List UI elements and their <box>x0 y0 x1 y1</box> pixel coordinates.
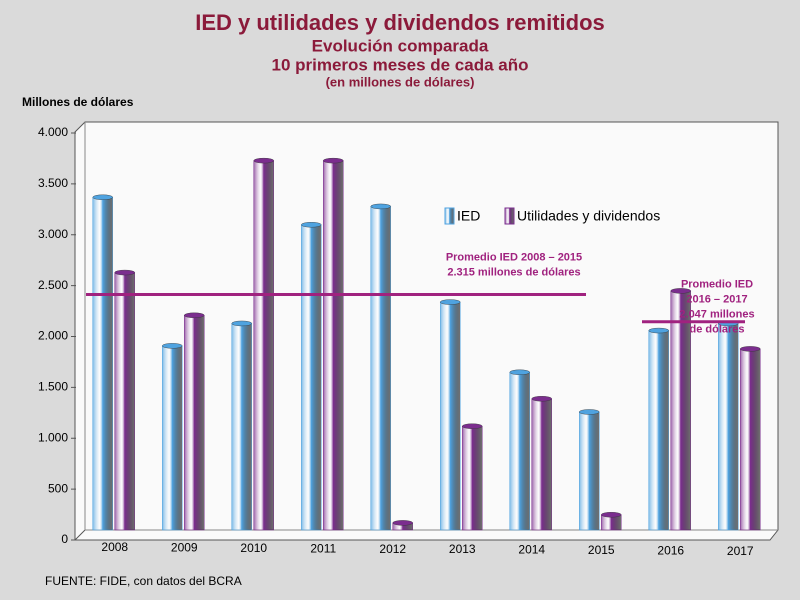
x-tick-label: 2017 <box>727 544 754 558</box>
bar <box>301 224 322 531</box>
bar-top <box>184 312 205 319</box>
y-tick-label: 1.000 <box>38 430 68 444</box>
bar <box>253 160 274 531</box>
x-tick-label: 2013 <box>449 542 476 556</box>
bar <box>440 301 461 531</box>
bar <box>718 323 739 531</box>
bar <box>509 372 530 531</box>
bar <box>231 323 252 531</box>
y-tick-label: 2.500 <box>38 278 68 292</box>
chart-title: IED y utilidades y dividendos remitidos <box>195 10 605 35</box>
bar <box>648 330 669 531</box>
average-annotation: 2.315 millones de dólares <box>447 266 580 278</box>
subtitle: (en millones de dólares) <box>326 74 475 89</box>
bar-top <box>114 269 135 276</box>
bar <box>462 425 483 531</box>
x-tick-label: 2008 <box>101 540 128 554</box>
bar <box>740 348 761 531</box>
x-tick-label: 2014 <box>518 543 545 557</box>
bar-top <box>670 288 691 294</box>
bar-top <box>301 222 322 228</box>
y-tick-label: 500 <box>48 481 68 495</box>
bar-top <box>392 520 413 526</box>
bar-top <box>231 320 252 327</box>
subtitle: Evolución comparada <box>312 36 489 55</box>
legend-swatch <box>504 207 515 225</box>
bar <box>114 272 135 531</box>
bar <box>579 411 600 531</box>
bar <box>670 290 691 531</box>
y-tick-label: 0 <box>61 532 68 546</box>
bar <box>162 345 183 531</box>
y-tick-label: 2.000 <box>38 329 68 343</box>
bar <box>370 206 391 531</box>
bar-top <box>531 396 552 402</box>
average-annotation: Promedio IED 2008 – 2015 <box>446 251 582 263</box>
x-tick-label: 2012 <box>379 542 406 556</box>
y-tick-label: 1.500 <box>38 380 68 394</box>
average-annotation: 2.047 millones <box>679 309 754 321</box>
y-tick-label: 3.500 <box>38 176 68 190</box>
bar-top <box>92 194 113 200</box>
average-annotation: de dólares <box>689 324 744 336</box>
bar-top <box>648 327 669 334</box>
bar <box>184 315 205 531</box>
x-tick-label: 2011 <box>310 541 336 555</box>
bar-top <box>740 346 761 352</box>
bar-top <box>462 423 483 429</box>
legend-swatch <box>444 207 455 225</box>
x-tick-label: 2015 <box>588 543 615 557</box>
bar <box>531 398 552 531</box>
x-tick-label: 2009 <box>171 541 198 555</box>
y-tick-label: 3.000 <box>38 227 68 241</box>
bar <box>323 160 344 531</box>
x-tick-label: 2016 <box>657 543 684 557</box>
bar-top <box>323 157 344 164</box>
bar-top <box>253 157 274 164</box>
y-axis-label: Millones de dólares <box>22 95 134 109</box>
source: FUENTE: FIDE, con datos del BCRA <box>45 574 242 588</box>
y-tick-label: 4.000 <box>38 125 68 139</box>
axis-corner <box>74 529 86 541</box>
bar-top <box>370 203 391 210</box>
bar-top <box>509 369 530 375</box>
bar <box>92 197 113 531</box>
average-annotation: 2016 – 2017 <box>686 294 747 306</box>
legend-label: IED <box>457 208 480 224</box>
bar-top <box>601 512 622 518</box>
subtitle: 10 primeros meses de cada año <box>271 55 528 74</box>
bar-top <box>162 343 183 349</box>
bar-top <box>579 409 600 415</box>
legend-label: Utilidades y dividendos <box>517 208 660 224</box>
bar-top <box>440 299 461 305</box>
x-tick-label: 2010 <box>240 541 267 555</box>
average-annotation: Promedio IED <box>681 279 753 291</box>
